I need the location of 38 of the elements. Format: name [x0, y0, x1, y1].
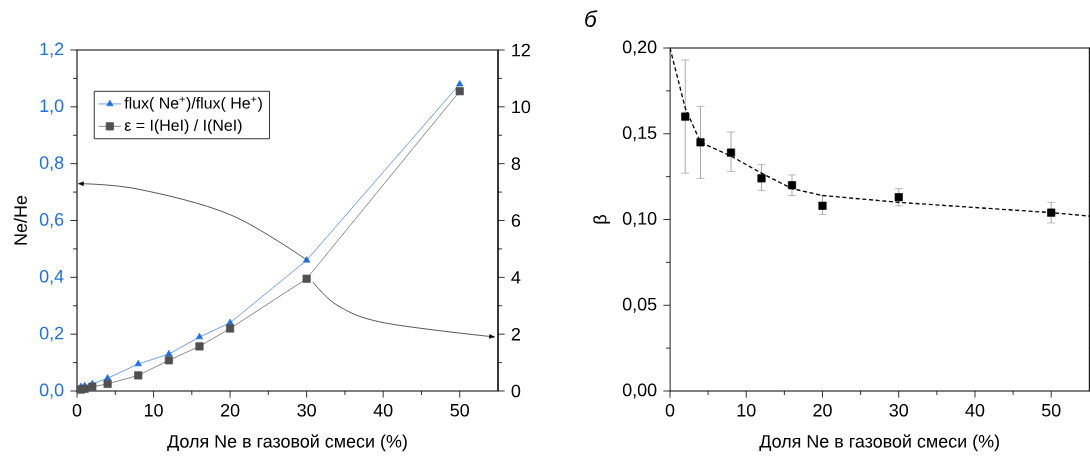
y-axis-title: Ne/He [13, 195, 27, 245]
y-tick-label: 0,0 [39, 383, 64, 399]
x-tick-label: 0 [665, 403, 675, 417]
x-tick-label: 40 [373, 403, 393, 417]
y2-tick-label: 10 [512, 100, 531, 114]
legend-label: flux( Ne$^{+}$)/flux( He$^{+}$) [124, 96, 262, 112]
y-tick-label: 0,20 [622, 40, 657, 56]
x-axis-title: Доля Ne в газовой смеси (%) [759, 434, 999, 452]
x-tick-label: 20 [813, 403, 832, 417]
x-tick-label: 30 [297, 403, 316, 417]
y-tick-label: 0,10 [622, 212, 657, 227]
y2-tick-label: 6 [511, 214, 521, 227]
x-tick-label: 30 [889, 403, 909, 417]
legend-label: ε = I(HeI) / I(NeI) [124, 119, 242, 135]
y-tick-label: 1,2 [40, 42, 64, 58]
x-tick-label: 40 [965, 403, 985, 417]
y-tick-label: 0,6 [39, 213, 64, 228]
y-tick-label: 0,2 [39, 326, 64, 342]
y-axis-title: β [593, 215, 610, 224]
x-tick-label: 10 [144, 403, 163, 417]
chart-title: б [585, 10, 598, 27]
y-tick-label: 1,0 [40, 99, 64, 115]
y2-tick-label: 8 [511, 157, 521, 170]
y2-tick-label: 12 [512, 43, 530, 57]
y-tick-label: 0,15 [622, 126, 657, 142]
y2-tick-label: 2 [511, 327, 520, 341]
y2-tick-label: 4 [511, 271, 521, 284]
x-tick-label: 10 [737, 403, 756, 417]
x-tick-label: 50 [1041, 403, 1061, 417]
y2-tick-label: 0 [511, 384, 521, 398]
y-tick-label: 0,00 [622, 383, 657, 399]
x-axis-title: Доля Ne в газовой смеси (%) [167, 434, 407, 452]
y-tick-label: 0,4 [39, 269, 64, 285]
y-tick-label: 0,05 [622, 297, 657, 313]
y-tick-label: 0,8 [39, 156, 64, 172]
x-tick-label: 50 [450, 403, 469, 417]
x-tick-label: 0 [72, 403, 82, 417]
x-tick-label: 20 [221, 403, 240, 417]
